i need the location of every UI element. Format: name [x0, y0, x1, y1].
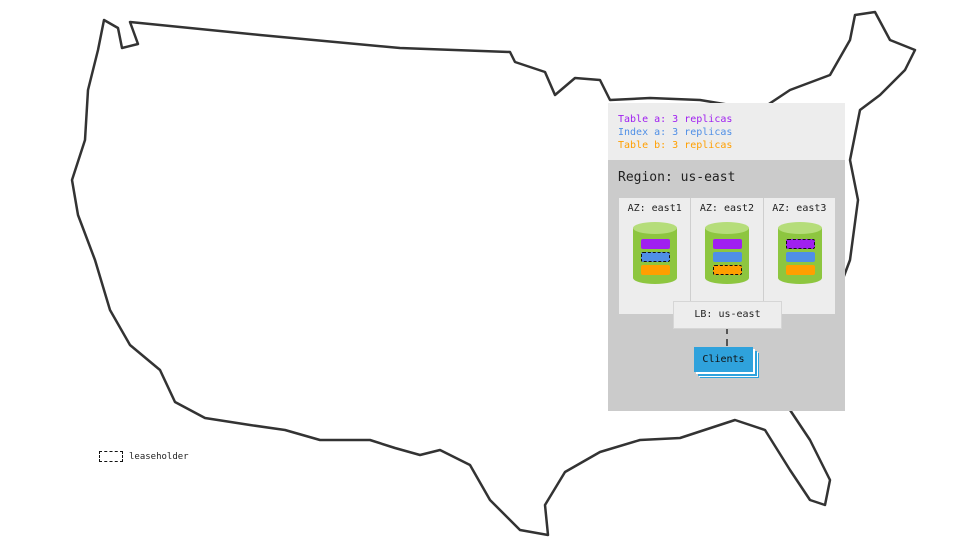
leaseholder-key-label: leaseholder: [129, 451, 189, 462]
replica-table-a: [785, 239, 815, 249]
replica-index-a: [713, 252, 743, 262]
region-panel: Table a: 3 replicas Index a: 3 replicas …: [608, 103, 845, 411]
leaseholder-key: leaseholder: [99, 451, 189, 462]
legend-table-b: Table b: 3 replicas: [618, 140, 733, 151]
replica-table-a: [641, 239, 670, 249]
replica-table-b: [785, 265, 815, 275]
leaseholder-dashed-box-icon: [99, 451, 123, 462]
replica-table-b: [713, 265, 743, 275]
clients-box: Clients: [694, 347, 753, 372]
legend-table-a: Table a: 3 replicas: [618, 114, 733, 125]
us-border: [70, 10, 917, 537]
legend-index-a: Index a: 3 replicas: [618, 127, 733, 138]
az-label: AZ: east3: [772, 203, 827, 214]
replica-table-b: [641, 265, 670, 275]
load-balancer: LB: us-east: [673, 301, 782, 329]
database-icon: [705, 222, 750, 284]
region-title: Region: us-east: [618, 170, 736, 185]
replica-index-a: [785, 252, 815, 262]
replica-legend: Table a: 3 replicas Index a: 3 replicas …: [608, 103, 845, 160]
database-icon: [633, 222, 677, 284]
replica-index-a: [641, 252, 670, 262]
az-label: AZ: east1: [627, 203, 682, 214]
az-container: AZ: east1 AZ: east2 AZ: east3: [619, 198, 835, 314]
database-icon: [777, 222, 822, 284]
az-label: AZ: east2: [699, 203, 755, 214]
az-east1: AZ: east1: [619, 198, 692, 314]
az-east2: AZ: east2: [691, 198, 764, 314]
replica-table-a: [713, 239, 743, 249]
az-east3: AZ: east3: [764, 198, 835, 314]
